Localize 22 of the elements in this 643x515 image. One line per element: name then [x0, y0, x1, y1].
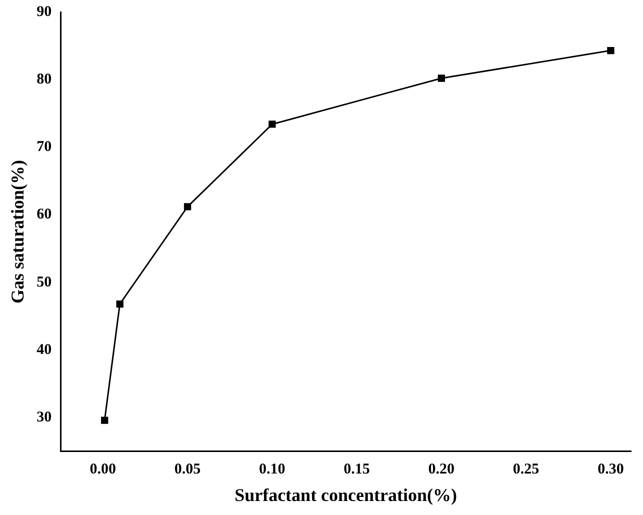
point — [438, 74, 446, 82]
x-tick-label: 0.00 — [90, 461, 116, 478]
x-tick-label: 0.30 — [598, 461, 624, 478]
point — [268, 120, 276, 128]
point — [116, 300, 124, 308]
y-tick-label: 30 — [36, 409, 52, 426]
x-tick-label: 0.20 — [428, 461, 455, 478]
y-axis-title: Gas saturation(%) — [7, 160, 28, 304]
x-tick-label: 0.15 — [344, 461, 370, 478]
x-tick-label: 0.05 — [174, 461, 201, 478]
y-tick-label: 60 — [36, 206, 52, 223]
y-tick-label: 80 — [36, 71, 52, 88]
point — [607, 46, 614, 54]
x-tick-label: 0.10 — [259, 461, 286, 478]
x-axis-title: Surfactant concentration(%) — [234, 484, 458, 505]
y-tick-label: 90 — [36, 4, 52, 20]
point — [101, 416, 108, 424]
y-tick-label: 40 — [36, 342, 52, 358]
point — [184, 203, 192, 210]
y-tick-label: 70 — [36, 139, 52, 156]
x-tick-label: 0.25 — [512, 461, 540, 478]
y-tick-label: 50 — [36, 274, 52, 290]
